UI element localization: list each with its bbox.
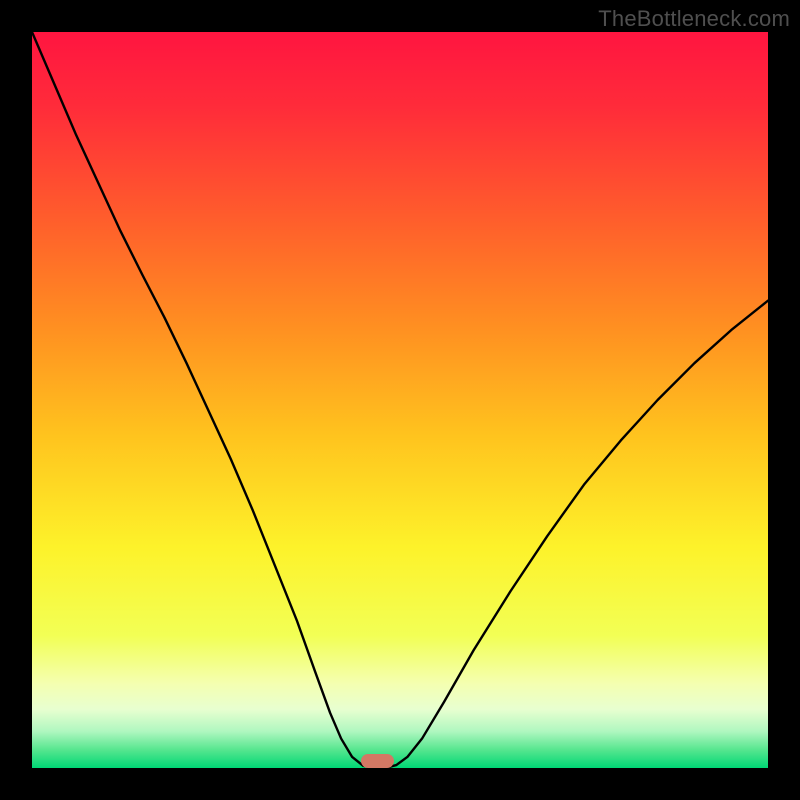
chart-canvas: TheBottleneck.com bbox=[0, 0, 800, 800]
bottleneck-curve-chart bbox=[32, 32, 768, 768]
watermark-text: TheBottleneck.com bbox=[598, 6, 790, 32]
optimal-point-marker bbox=[361, 754, 394, 768]
plot-area bbox=[32, 32, 768, 768]
